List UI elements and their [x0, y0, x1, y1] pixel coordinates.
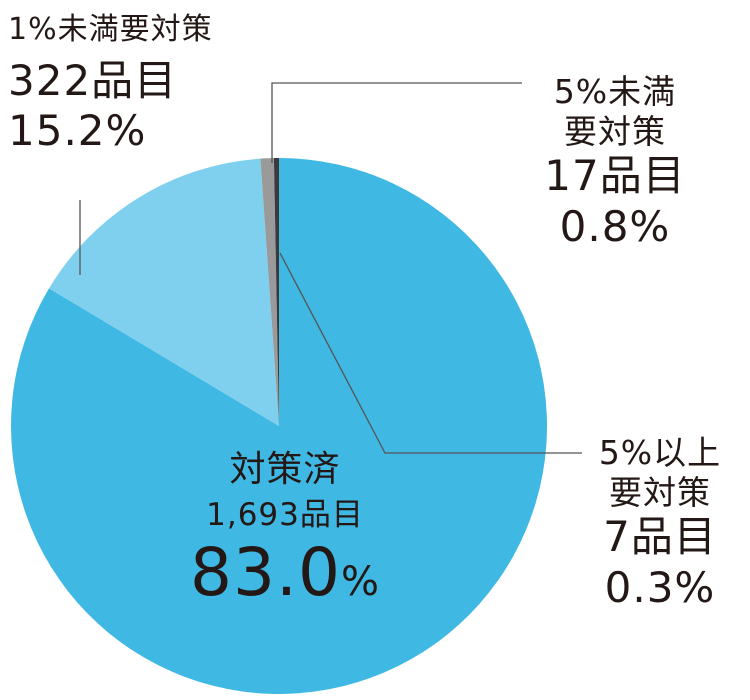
- done-percent: 83.0: [190, 534, 341, 612]
- over5-label-line2: 要対策: [609, 472, 711, 512]
- done-percent-unit: %: [340, 559, 380, 606]
- done-label: 対策済: [229, 449, 341, 490]
- slice-label-5pct-over: 5%以上 要対策 7品目 0.3%: [580, 433, 740, 613]
- over5-count: 7品目: [603, 512, 717, 562]
- leader-line-5pct-over: [279, 252, 582, 454]
- pie-slice-done: [10, 158, 547, 694]
- pie-slice-under5: [260, 158, 279, 427]
- under1-label: 1%未満要対策: [8, 12, 213, 47]
- under5-percent: 0.8%: [559, 201, 671, 251]
- under1-count: 322品目: [8, 56, 178, 105]
- slice-label-1pct: 1%未満要対策 322品目 15.2%: [8, 12, 213, 157]
- done-count: 1,693品目: [206, 497, 364, 534]
- pie-slice-under1: [49, 158, 279, 426]
- pie-slice-over5: [273, 158, 279, 426]
- under1-percent: 15.2%: [8, 106, 147, 156]
- over5-label-line1: 5%以上: [598, 433, 722, 472]
- under5-label-line2: 要対策: [564, 111, 666, 151]
- under5-count: 17品目: [544, 151, 686, 201]
- slice-label-5pct-under: 5%未満 要対策 17品目 0.8%: [520, 72, 710, 252]
- over5-percent: 0.3%: [604, 562, 716, 612]
- leader-line-5pct-under: [271, 82, 522, 163]
- slice-label-done: 対策済 1,693品目 83.0%: [150, 448, 420, 608]
- under5-label-line1: 5%未満: [553, 72, 677, 111]
